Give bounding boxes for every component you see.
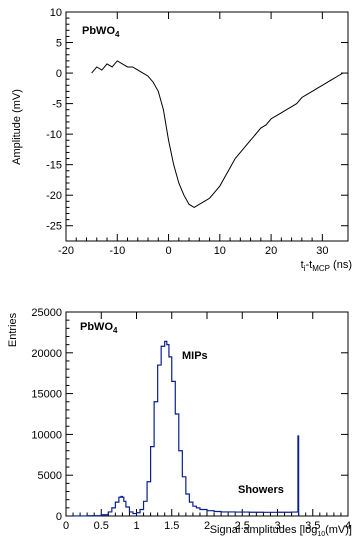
- plot1-x-axis-title: ti-tMCP (ns): [301, 259, 352, 273]
- x-tick-label: 20: [265, 245, 277, 257]
- plot1-frame: [65, 11, 349, 242]
- y-tick-label: -10: [46, 129, 62, 141]
- x-tick-label: 10: [214, 245, 226, 257]
- x-tick-label: 0: [63, 520, 69, 532]
- y-tick-label: 0: [56, 511, 62, 523]
- x-tick-label: 30: [316, 245, 328, 257]
- label-showers: Showers: [238, 484, 284, 496]
- y-tick-label: 20000: [31, 348, 62, 360]
- y-tick-label: 25000: [31, 307, 62, 319]
- y-tick-label: 15000: [31, 389, 62, 401]
- plot2-frame: [65, 311, 349, 517]
- y-tick-label: -25: [46, 221, 62, 233]
- x-tick-label: 0: [165, 245, 171, 257]
- plot1-y-ticks: -25 -20 -15 -10 -5 0 5 10: [46, 7, 348, 233]
- plot2-y-axis-title: Entries: [7, 312, 19, 347]
- y-tick-label: 5: [56, 38, 62, 50]
- plot2-annotation: PbWO4: [80, 321, 118, 335]
- plot1-annotation: PbWO4: [82, 25, 120, 39]
- x-tick-label: 1.5: [164, 520, 179, 532]
- plot2-x-axis-title: Signal amplitudes [log10(mV)]: [210, 524, 352, 538]
- plot2-histogram-line: [72, 340, 300, 517]
- y-tick-label: -5: [52, 99, 62, 111]
- label-mips: MIPs: [182, 350, 208, 362]
- entries-histogram: 0 0.5 1 1.5 2 2.5 3 3.5 4 0 5000 10000 15000 20000 25…: [7, 307, 352, 538]
- x-tick-label: -20: [58, 245, 74, 257]
- x-tick-label: 0.5: [94, 520, 109, 532]
- plot2-x-ticks: 0 0.5 1 1.5 2 2.5 3 3.5 4: [63, 312, 351, 532]
- y-tick-label: -20: [46, 190, 62, 202]
- plot1-x-ticks: -20 -10 0 10 20 30: [58, 12, 328, 257]
- y-tick-label: -15: [46, 160, 62, 172]
- x-tick-label: -10: [109, 245, 125, 257]
- x-tick-label: 1: [133, 520, 139, 532]
- x-tick-label: 3.5: [305, 520, 320, 532]
- x-tick-label: 4: [345, 520, 351, 532]
- plot1-y-axis-title: Amplitude (mV): [11, 89, 23, 165]
- y-tick-label: 10: [50, 7, 62, 19]
- plot1-waveform-line: [91, 60, 344, 208]
- y-tick-label: 5000: [38, 470, 62, 482]
- plot2-y-ticks: 0 5000 10000 15000 20000 25000: [31, 307, 348, 523]
- y-tick-label: 10000: [31, 429, 62, 441]
- y-tick-label: 0: [56, 68, 62, 80]
- x-tick-label: 3: [274, 520, 280, 532]
- amplitude-plot: -20 -10 0 10 20 30 -25 -20 -15 -10 -5 0 5 10 PbWO4 A…: [11, 7, 352, 273]
- x-tick-label: 2: [204, 520, 210, 532]
- x-tick-label: 2.5: [235, 520, 250, 532]
